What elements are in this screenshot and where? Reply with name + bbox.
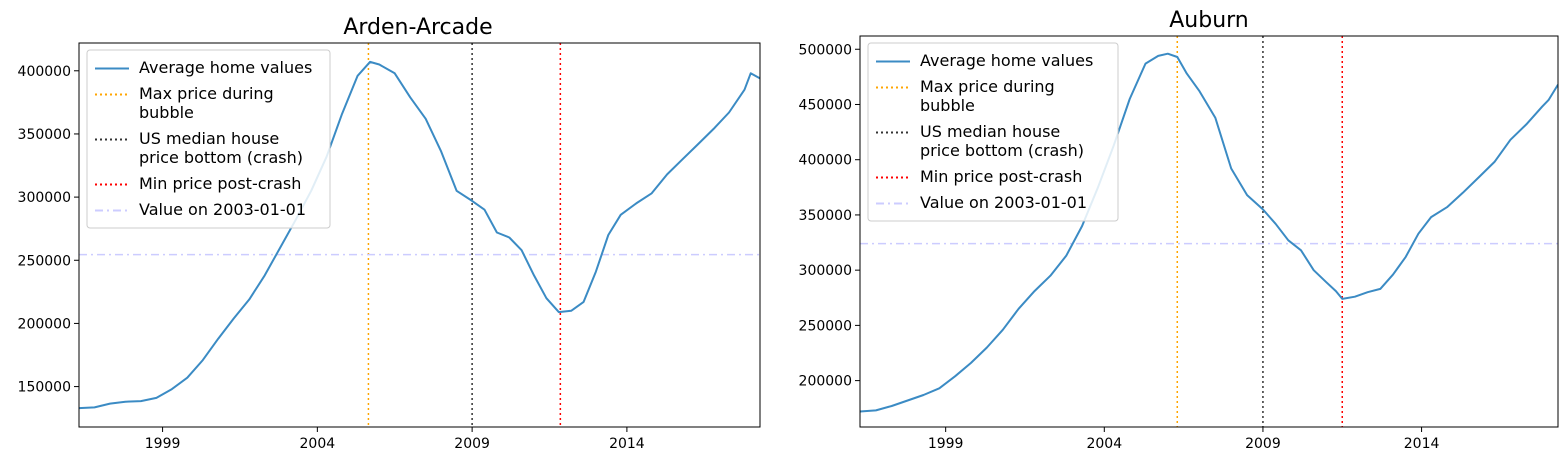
legend-label-line: Value on 2003-01-01	[139, 200, 306, 219]
legend-label-line: Average home values	[920, 51, 1093, 70]
y-tick-label: 250000	[799, 318, 852, 334]
y-tick-label: 150000	[18, 380, 71, 396]
y-tick-label: 400000	[799, 153, 852, 169]
legend-label-line: Max price during	[920, 77, 1055, 96]
axes-frame	[859, 35, 1559, 428]
y-tick-label: 350000	[18, 127, 71, 143]
plot-area	[79, 43, 760, 427]
legend-label: US median house price bottom (crash)	[139, 129, 303, 167]
legend-label-line: Value on 2003-01-01	[920, 193, 1087, 212]
legend-label-line: US median house	[139, 129, 279, 148]
legend-label: Max price during bubble	[139, 84, 274, 122]
legend-label: Value on 2003-01-01	[139, 200, 306, 219]
y-tick-label: 300000	[18, 190, 71, 206]
legend-label: Value on 2003-01-01	[920, 193, 1087, 212]
y-tick-label: 400000	[18, 64, 71, 80]
legend-label-line: price bottom (crash)	[139, 148, 303, 167]
chart-auburn: Auburn 200000 250000 300000 350000 400000 450…	[799, 8, 1559, 452]
plot-area	[860, 36, 1558, 427]
y-tick-label: 200000	[799, 374, 852, 390]
legend-label-line: Min price post-crash	[920, 167, 1082, 186]
legend-frame	[867, 42, 1119, 222]
legend-label: Average home values	[139, 58, 312, 77]
y-tick-label: 200000	[18, 316, 71, 332]
x-tick-label: 2014	[609, 436, 645, 452]
series-line	[860, 52, 1558, 413]
legend-label: US median house price bottom (crash)	[920, 122, 1084, 160]
y-tick-label: 500000	[799, 42, 852, 58]
legend: Average home values Max price during bubbl…	[86, 49, 331, 229]
legend-label: Min price post-crash	[920, 167, 1082, 186]
y-tick-label: 300000	[799, 263, 852, 279]
x-tick-label: 1999	[145, 436, 181, 452]
series-line	[79, 60, 760, 410]
legend-label: Max price during bubble	[920, 77, 1055, 115]
legend-label-line: US median house	[920, 122, 1060, 141]
legend-label-line: Max price during	[139, 84, 274, 103]
chart-title: Arden-Arcade	[343, 15, 492, 40]
chart-arden-arcade: Arden-Arcade 150000 200000 250000 300000 350…	[18, 15, 761, 452]
x-tick-label: 1999	[928, 436, 964, 452]
legend: Average home values Max price during bubbl…	[867, 42, 1119, 222]
x-tick-label: 2014	[1404, 436, 1440, 452]
y-tick-label: 350000	[799, 208, 852, 224]
axes-frame	[78, 42, 761, 428]
legend-label: Min price post-crash	[139, 174, 301, 193]
legend-frame	[86, 49, 331, 229]
legend-label: Average home values	[920, 51, 1093, 70]
x-tick-label: 2004	[300, 436, 336, 452]
legend-label-line: Average home values	[139, 58, 312, 77]
y-tick-label: 250000	[18, 253, 71, 269]
chart-title: Auburn	[1169, 8, 1249, 33]
x-tick-label: 2004	[1086, 436, 1122, 452]
y-tick-label: 450000	[799, 97, 852, 113]
legend-label-line: price bottom (crash)	[920, 141, 1084, 160]
legend-label-line: bubble	[920, 96, 975, 115]
legend-label-line: Min price post-crash	[139, 174, 301, 193]
legend-label-line: bubble	[139, 103, 194, 122]
x-tick-label: 2009	[1245, 436, 1281, 452]
x-tick-label: 2009	[454, 436, 490, 452]
